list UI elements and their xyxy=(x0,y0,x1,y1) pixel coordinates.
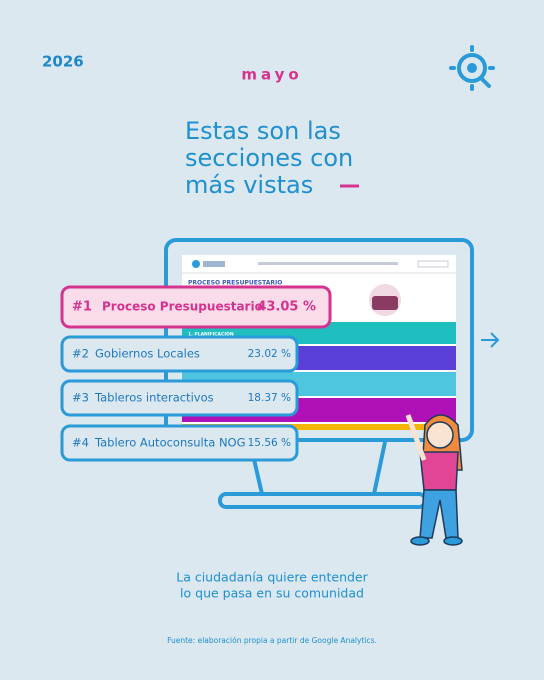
section-share: 15.56 % xyxy=(248,437,291,449)
section-share: 23.02 % xyxy=(248,348,291,360)
section-name: Tablero Autoconsulta NOG xyxy=(94,436,246,450)
arrow xyxy=(481,332,500,348)
title-line: secciones con xyxy=(185,144,353,172)
source: Fuente: elaboración propia a partir de G… xyxy=(167,636,377,645)
section-name: Tableros interactivos xyxy=(94,391,214,405)
title-line: Estas son las xyxy=(185,117,341,145)
rank-box xyxy=(60,335,299,373)
person-illustration xyxy=(405,414,463,546)
rank-number: #2 xyxy=(72,347,89,361)
screen-heading: PROCESO PRESUPUESTARIO xyxy=(188,280,282,287)
month: mayo xyxy=(241,66,302,84)
rank-number: #1 xyxy=(72,300,92,315)
rank-box xyxy=(60,285,332,329)
message-line: lo que pasa en su comunidad xyxy=(180,586,364,601)
rank-box xyxy=(60,424,299,462)
year: 2026 xyxy=(42,53,84,71)
screen-subheading: 1. PLANIFICACIÓN xyxy=(188,331,234,338)
section-name: Proceso Presupuestario xyxy=(102,300,263,314)
rank-number: #4 xyxy=(72,436,89,450)
message-line: La ciudadanía quiere entender xyxy=(176,570,368,585)
section-share: 43.05 % xyxy=(257,300,316,315)
rank-number: #3 xyxy=(72,391,89,405)
rank-box xyxy=(60,379,299,417)
section-name: Gobiernos Locales xyxy=(95,347,200,361)
section-share: 18.37 % xyxy=(248,392,291,404)
logo xyxy=(449,45,495,91)
title-line: más vistas xyxy=(185,171,313,199)
